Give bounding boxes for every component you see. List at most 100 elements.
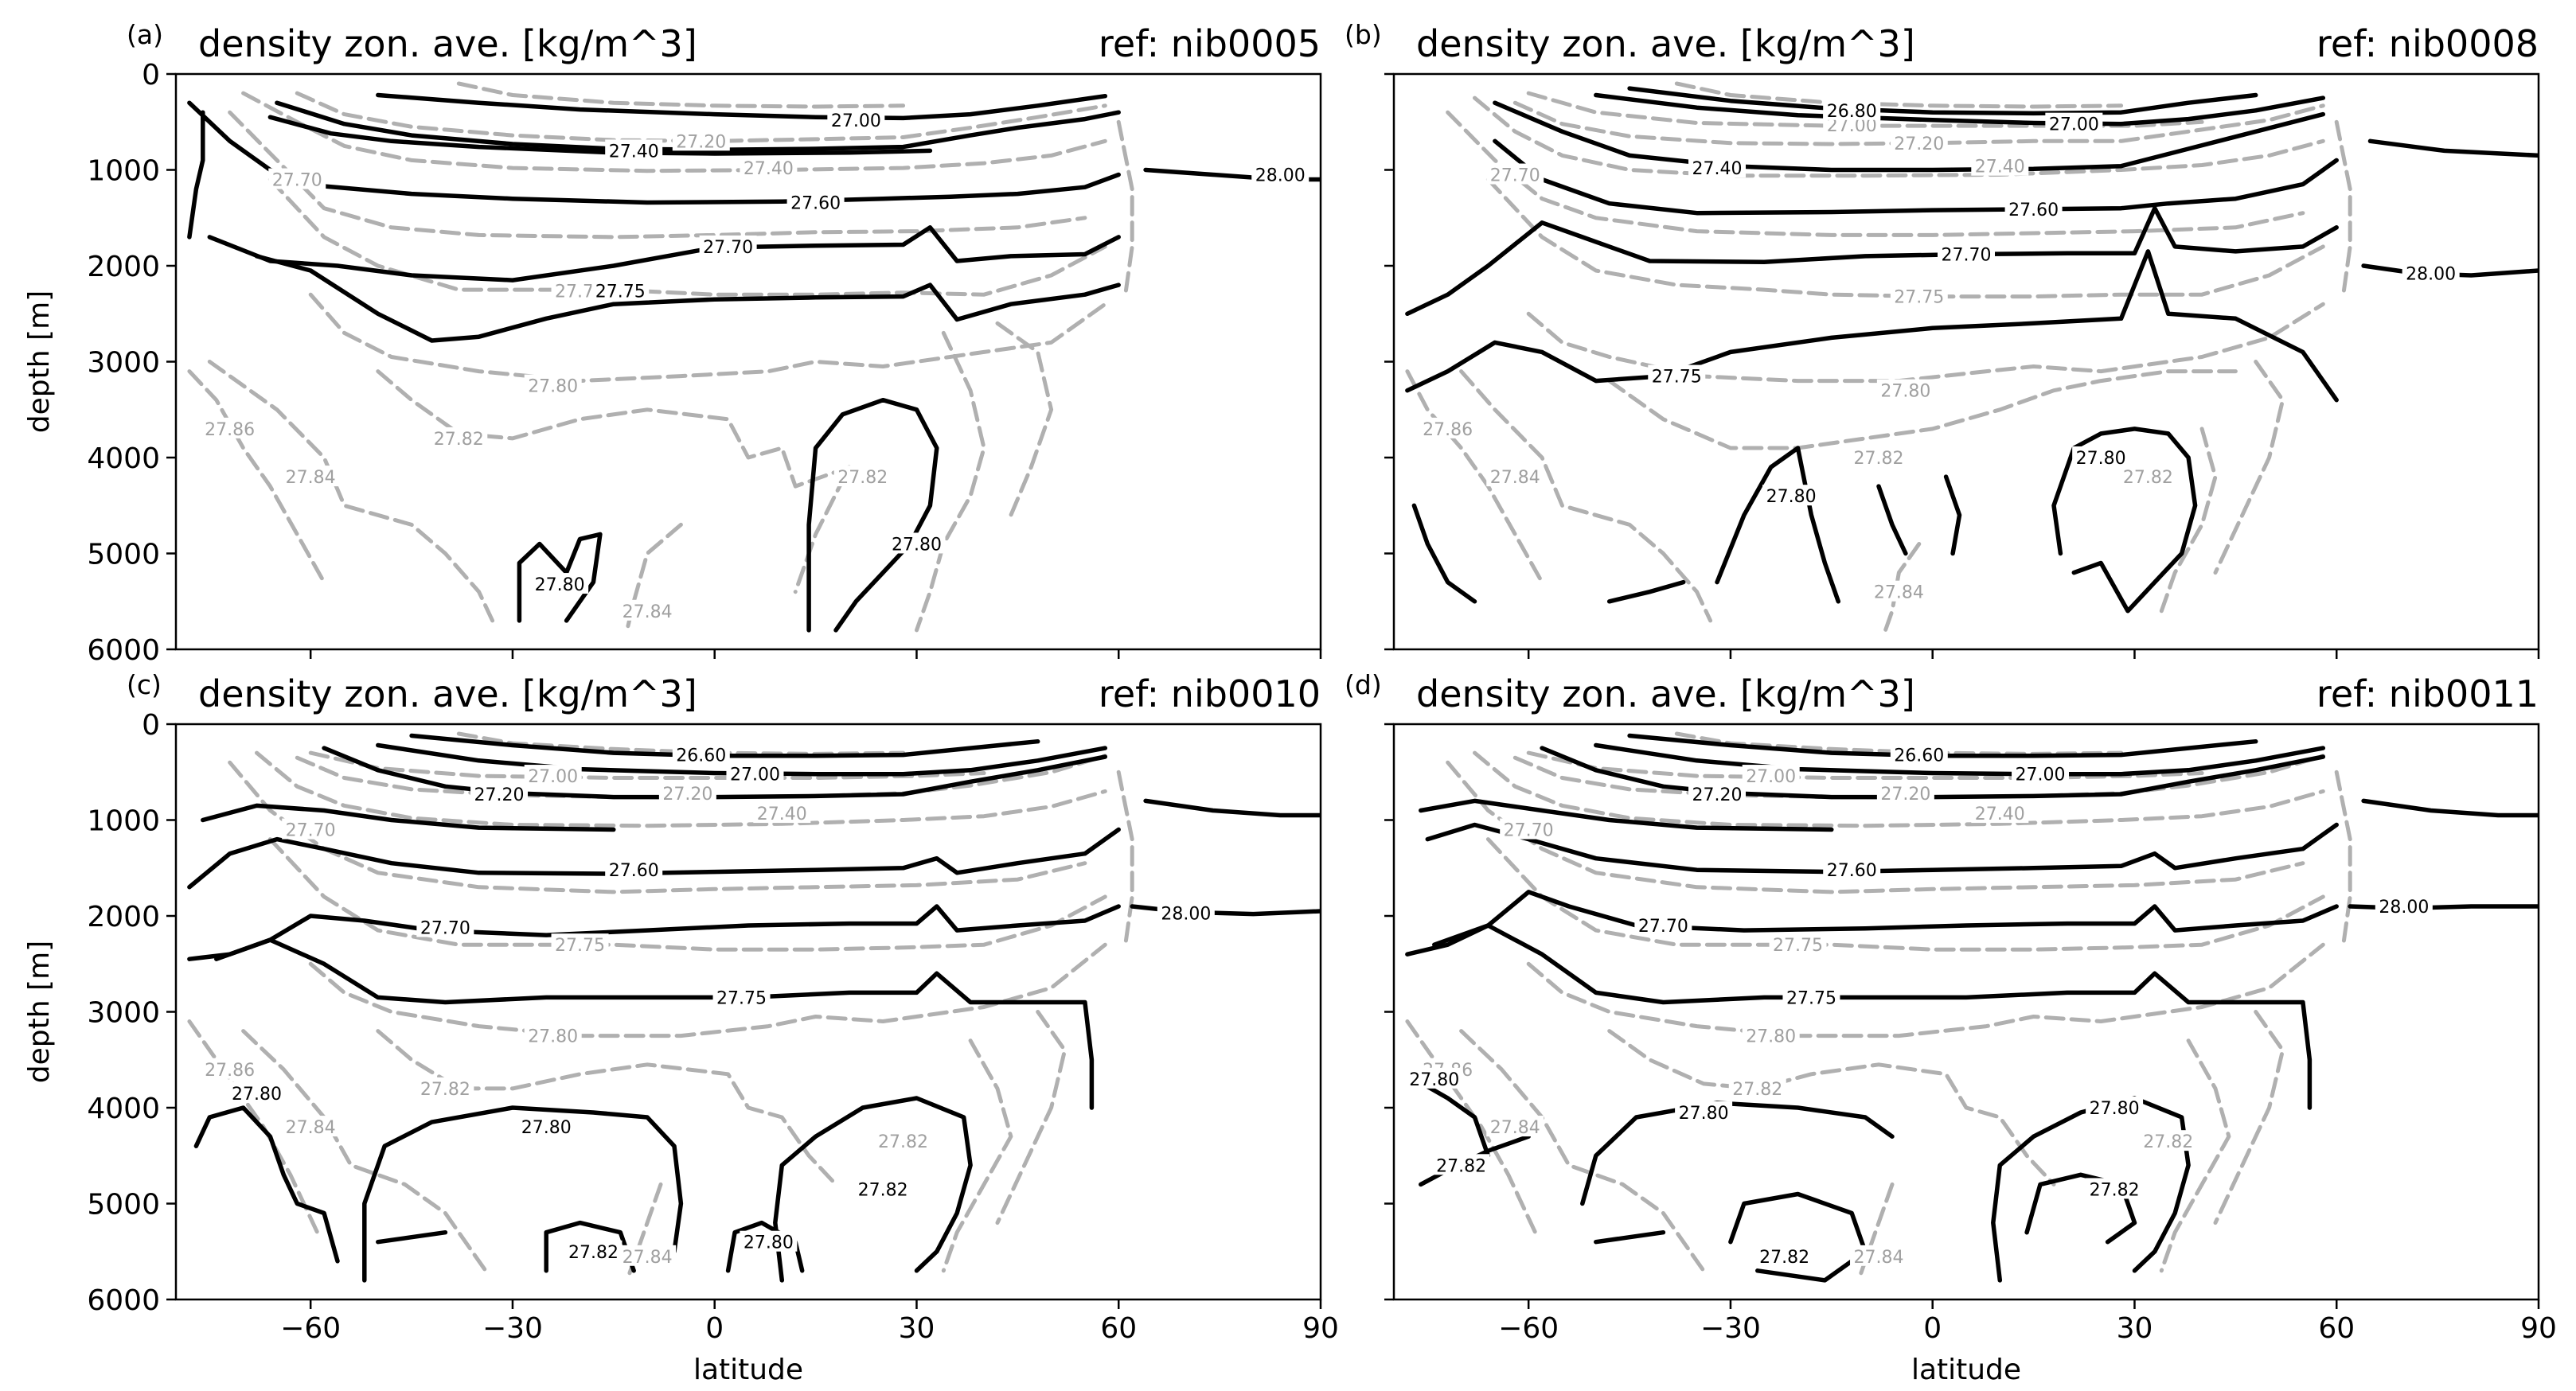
- contour-label-bg: [2375, 894, 2433, 916]
- contour-label: 27.75: [595, 282, 646, 302]
- contour-label-bg: [874, 1130, 932, 1151]
- contour-solid: [409, 733, 1040, 758]
- contour-solid: [187, 827, 1121, 890]
- y-tick-label: 5000: [87, 1189, 160, 1222]
- contour-label: 27.84: [1490, 468, 1540, 488]
- contour-label: 27.80: [1766, 487, 1817, 507]
- contour-label: 27.80: [535, 575, 585, 595]
- contour-solid: [187, 904, 1121, 961]
- y-tick-label: 6000: [87, 634, 160, 667]
- contour-solid: [1411, 1077, 1491, 1159]
- y-tick-label: 2000: [87, 901, 160, 933]
- contour-label-bg: [416, 916, 474, 937]
- contour-dashed: [915, 330, 986, 633]
- panel-label: (a): [127, 19, 163, 50]
- contour-label-bg: [1870, 580, 1928, 602]
- y-tick-label: 0: [142, 59, 160, 92]
- contour-label: 27.86: [1423, 420, 1473, 440]
- contour-label: 27.80: [232, 1085, 282, 1105]
- contour-label: 27.80: [528, 1027, 578, 1047]
- x-tick-label: 0: [1923, 1312, 1942, 1345]
- plot-area: 27.0027.2027.4027.7027.7527.8027.8227.82…: [1405, 81, 2539, 633]
- contour-dashed: [2213, 360, 2285, 575]
- contour-solid: [193, 1105, 340, 1264]
- contour-dashed: [1473, 750, 2325, 828]
- panel-d: 27.0027.2027.4027.7027.7527.8027.8227.82…: [1345, 669, 2557, 1386]
- panel-title: density zon. ave. [kg/m^3]: [198, 672, 697, 715]
- panel-label: (c): [127, 669, 162, 700]
- contour-label-bg: [430, 427, 488, 448]
- panel-ref: ref: nib0011: [2316, 672, 2539, 715]
- contour-label: 27.40: [1692, 159, 1743, 179]
- contour-label-bg: [726, 762, 784, 784]
- contour-label: 27.80: [1880, 382, 1930, 402]
- contour-label-bg: [228, 1081, 286, 1103]
- contour-solid: [376, 742, 1108, 777]
- contour-label: 27.00: [528, 767, 578, 787]
- contour-label-bg: [658, 781, 716, 803]
- contour-label: 27.82: [837, 468, 888, 488]
- contour-label-bg: [827, 108, 885, 130]
- contour-label-bg: [1762, 485, 1821, 506]
- contour-label: 27.82: [1436, 1156, 1486, 1176]
- contour-label-bg: [605, 859, 663, 880]
- panel-ref: ref: nib0008: [2316, 22, 2539, 65]
- contour-dashed: [1116, 119, 1134, 297]
- contour-label-bg: [888, 532, 946, 554]
- x-tick-label: −30: [482, 1312, 543, 1345]
- contour-label: 27.82: [1732, 1080, 1782, 1100]
- contour-label-bg: [712, 986, 771, 1007]
- plot-area: 27.0027.2027.4027.7027.7527.8027.8227.82…: [1405, 731, 2539, 1283]
- contour-solid: [1493, 100, 2326, 173]
- contour-label-bg: [699, 235, 757, 256]
- contour-solid: [207, 225, 1121, 282]
- contour-label-bg: [268, 168, 326, 189]
- contour-solid: [517, 532, 603, 623]
- contour-label: 26.80: [1827, 102, 1877, 122]
- contour-label-bg: [833, 466, 892, 487]
- panel-title: density zon. ave. [kg/m^3]: [1416, 22, 1915, 65]
- contour-label-bg: [1728, 1077, 1786, 1098]
- contour-label-bg: [1769, 933, 1827, 955]
- contour-dashed: [207, 360, 495, 623]
- contour-label-bg: [2004, 197, 2063, 219]
- contour-label-bg: [531, 573, 589, 594]
- contour-solid: [1411, 503, 1477, 604]
- contour-label: 27.60: [790, 193, 841, 213]
- x-axis-label: latitude: [1911, 1354, 2021, 1386]
- contour-dashed: [2159, 1038, 2231, 1273]
- contour-solid: [806, 397, 939, 633]
- contour-label-bg: [591, 279, 650, 301]
- contour-label-bg: [1688, 157, 1747, 178]
- y-tick-label: 0: [142, 709, 160, 742]
- contour-label-bg: [753, 802, 811, 824]
- contour-label-bg: [282, 466, 340, 487]
- contour-label: 26.60: [1894, 746, 1944, 766]
- contour-label: 27.20: [474, 785, 525, 805]
- contour-label: 27.82: [434, 430, 484, 450]
- contour-solid: [1627, 86, 2258, 116]
- contour-solid: [362, 1105, 684, 1283]
- contour-label: 27.80: [521, 1118, 572, 1138]
- contour-label-bg: [619, 1245, 677, 1266]
- contour-label: 27.80: [1409, 1070, 1459, 1090]
- y-tick-label: 3000: [87, 997, 160, 1030]
- x-tick-label: 0: [705, 1312, 724, 1345]
- contour-label-bg: [2139, 1130, 2197, 1151]
- contour-dashed: [2334, 119, 2352, 297]
- contour-label: 27.82: [420, 1080, 470, 1100]
- contour-label: 27.70: [1942, 246, 1992, 266]
- contour-label: 27.80: [892, 535, 942, 555]
- contour-label: 27.80: [2076, 449, 2126, 469]
- x-tick-label: 90: [2520, 1312, 2557, 1345]
- contour-label: 27.82: [1759, 1248, 1809, 1268]
- contour-dashed: [2159, 427, 2218, 614]
- contour-dashed: [241, 91, 1107, 173]
- contour-label-bg: [1675, 1101, 1733, 1123]
- contour-label-bg: [854, 1178, 912, 1199]
- contour-label-bg: [1823, 99, 1881, 120]
- contour-label-bg: [201, 417, 259, 438]
- contour-label-bg: [672, 130, 730, 151]
- contour-label: 27.82: [2143, 1132, 2193, 1152]
